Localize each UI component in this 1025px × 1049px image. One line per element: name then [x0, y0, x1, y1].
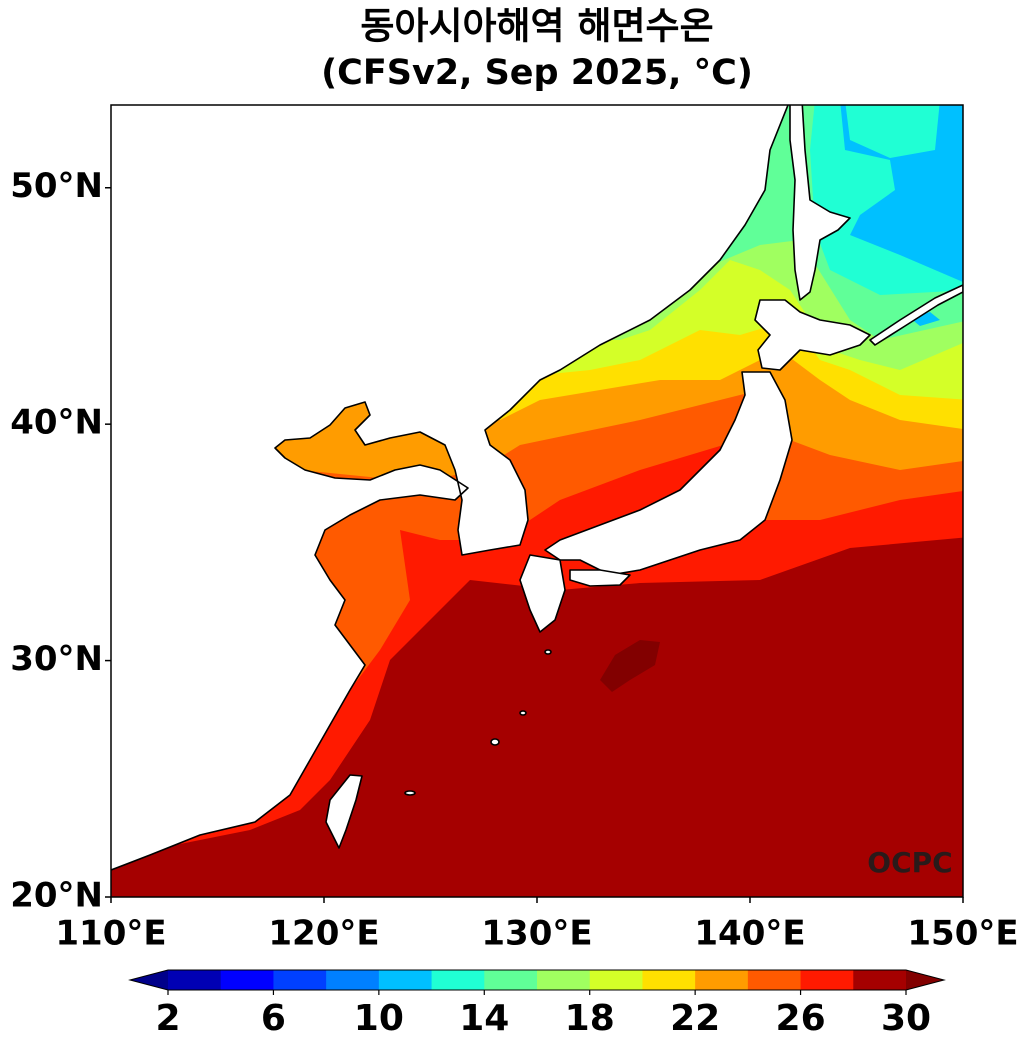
kuril-islands: [869, 284, 963, 346]
x-tick-label: 130°E: [481, 914, 592, 954]
island: [519, 710, 527, 716]
colorbar-over: [906, 970, 944, 990]
sst-over-patch: [600, 640, 660, 692]
colorbar-bin: [642, 970, 696, 990]
subtitle: (CFSv2, Sep 2025, °C): [321, 53, 753, 93]
title: 동아시아해역 해면수온: [360, 5, 713, 48]
colorbar-bin: [589, 970, 643, 990]
colorbar-tick-label: 22: [670, 998, 720, 1039]
hokkaido: [754, 299, 871, 371]
colorbar-bin: [326, 970, 380, 990]
sst-band: [910, 312, 940, 326]
colorbar-tick-label: 6: [261, 998, 286, 1039]
y-tick-label: 20°N: [10, 876, 103, 916]
colorbar-bin: [484, 970, 538, 990]
land: [111, 105, 963, 871]
colorbar-bin: [273, 970, 327, 990]
colorbar-tick-label: 18: [565, 998, 615, 1039]
colorbar-bin: [695, 970, 749, 990]
honshu: [544, 371, 793, 576]
colorbar-bin: [853, 970, 907, 990]
colorbar-tick-label: 2: [155, 998, 180, 1039]
taiwan: [325, 774, 363, 849]
colorbar-tick-label: 26: [776, 998, 826, 1039]
colorbar-bin: [800, 970, 854, 990]
colorbar-under: [130, 970, 168, 990]
x-tick-label: 150°E: [907, 914, 1018, 954]
colorbar-tick-label: 10: [354, 998, 404, 1039]
y-tick-label: 40°N: [10, 403, 103, 443]
sakhalin: [789, 105, 851, 301]
kyushu: [519, 554, 566, 633]
watermark: OCPC: [867, 846, 952, 879]
x-tick-label: 110°E: [55, 914, 166, 954]
island: [490, 738, 500, 746]
colorbar-tick-label: 14: [459, 998, 509, 1039]
colorbar-tick-label: 30: [881, 998, 931, 1039]
island: [404, 790, 416, 796]
continent: [111, 105, 789, 871]
island: [544, 649, 552, 655]
colorbar-bin: [537, 970, 591, 990]
x-tick-label: 120°E: [268, 914, 379, 954]
shikoku: [569, 569, 631, 587]
colorbar-bin: [431, 970, 485, 990]
sst-band: [845, 105, 940, 158]
colorbar-bin: [378, 970, 433, 990]
colorbar-bin: [168, 970, 222, 990]
y-tick-label: 30°N: [10, 639, 103, 679]
colorbar-bin: [220, 970, 274, 990]
x-tick-label: 140°E: [694, 914, 805, 954]
y-tick-label: 50°N: [10, 166, 103, 206]
colorbar-bin: [747, 970, 802, 990]
